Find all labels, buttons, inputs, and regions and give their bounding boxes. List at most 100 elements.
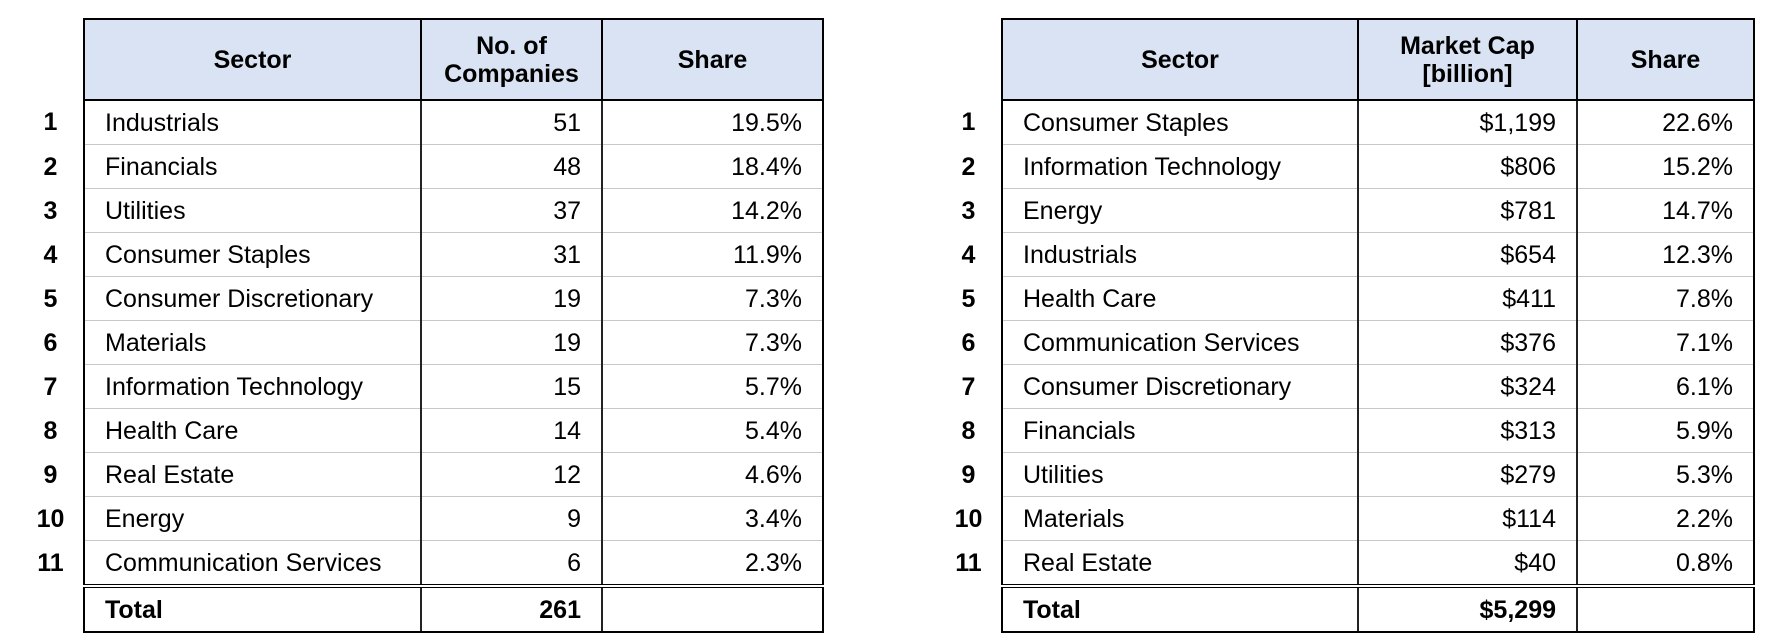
rank-cell: 2 — [961, 152, 976, 181]
header-cell: Share — [1576, 18, 1755, 101]
value-cell: $324 — [1357, 364, 1578, 409]
header-cell: Share — [601, 18, 824, 101]
value-cell: $114 — [1357, 496, 1578, 541]
value-cell: $1,199 — [1357, 99, 1578, 145]
share-cell: 11.9% — [601, 232, 824, 277]
data-row: 2 Financials 48 18.4% — [18, 144, 824, 189]
rank-cell: 11 — [37, 549, 64, 578]
share-cell: 22.6% — [1576, 99, 1755, 145]
sector-cell: Consumer Discretionary — [83, 276, 422, 321]
sector-cell: Materials — [83, 320, 422, 365]
value-cell: $279 — [1357, 452, 1578, 497]
header-cell: Sector — [83, 18, 422, 101]
data-row: 6 Communication Services $376 7.1% — [936, 320, 1755, 365]
value-cell: $411 — [1357, 276, 1578, 321]
value-cell: $654 — [1357, 232, 1578, 277]
sector-cell: Communication Services — [83, 540, 422, 586]
share-cell: 4.6% — [601, 452, 824, 497]
share-cell: 19.5% — [601, 99, 824, 145]
value-cell: 9 — [420, 496, 603, 541]
share-cell: 18.4% — [601, 144, 824, 189]
rank-cell: 2 — [43, 152, 58, 181]
share-cell: 2.2% — [1576, 496, 1755, 541]
share-cell: 12.3% — [1576, 232, 1755, 277]
share-cell: 3.4% — [601, 496, 824, 541]
rank-cell: 3 — [961, 196, 976, 225]
header-cell: Sector — [1001, 18, 1359, 101]
rank-cell: 9 — [43, 460, 58, 489]
header-row: Sector No. of Companies Share — [18, 18, 824, 101]
header-row: Sector Market Cap [billion] Share — [936, 18, 1755, 101]
data-row: 4 Consumer Staples 31 11.9% — [18, 232, 824, 277]
sector-cell: Financials — [83, 144, 422, 189]
rank-cell: 5 — [961, 284, 976, 313]
sector-cell: Health Care — [83, 408, 422, 453]
total-label: Total — [1001, 584, 1359, 633]
rank-cell: 4 — [43, 240, 58, 269]
sector-cell: Utilities — [1001, 452, 1359, 497]
share-cell: 2.3% — [601, 540, 824, 586]
data-row: 5 Health Care $411 7.8% — [936, 276, 1755, 321]
value-cell: 19 — [420, 276, 603, 321]
rank-cell: 7 — [43, 372, 58, 401]
blank-cell — [18, 19, 84, 100]
total-row: Total $5,299 — [936, 584, 1755, 633]
data-row: 6 Materials 19 7.3% — [18, 320, 824, 365]
value-cell: $40 — [1357, 540, 1578, 586]
share-cell: 7.1% — [1576, 320, 1755, 365]
sector-cell: Industrials — [1001, 232, 1359, 277]
sector-cell: Communication Services — [1001, 320, 1359, 365]
rank-cell: 8 — [43, 416, 58, 445]
value-cell: $313 — [1357, 408, 1578, 453]
data-row: 4 Industrials $654 12.3% — [936, 232, 1755, 277]
share-cell: 5.7% — [601, 364, 824, 409]
data-row: 9 Utilities $279 5.3% — [936, 452, 1755, 497]
value-cell: 19 — [420, 320, 603, 365]
share-cell: 14.2% — [601, 188, 824, 233]
data-row: 10 Materials $114 2.2% — [936, 496, 1755, 541]
sector-cell: Materials — [1001, 496, 1359, 541]
data-row: 1 Industrials 51 19.5% — [18, 99, 824, 145]
share-cell: 7.3% — [601, 276, 824, 321]
value-cell: 14 — [420, 408, 603, 453]
sector-cell: Industrials — [83, 99, 422, 145]
total-share — [601, 584, 824, 633]
share-cell: 15.2% — [1576, 144, 1755, 189]
rank-cell: 1 — [961, 108, 976, 137]
data-row: 9 Real Estate 12 4.6% — [18, 452, 824, 497]
sector-cell: Information Technology — [1001, 144, 1359, 189]
value-cell: 15 — [420, 364, 603, 409]
sector-cell: Consumer Staples — [1001, 99, 1359, 145]
share-cell: 14.7% — [1576, 188, 1755, 233]
share-cell: 6.1% — [1576, 364, 1755, 409]
total-value: 261 — [420, 584, 603, 633]
rank-cell: 6 — [43, 328, 58, 357]
value-cell: 12 — [420, 452, 603, 497]
data-row: 3 Energy $781 14.7% — [936, 188, 1755, 233]
header-cell: Market Cap [billion] — [1357, 18, 1578, 101]
value-cell: 37 — [420, 188, 603, 233]
rank-cell: 10 — [954, 504, 983, 533]
share-cell: 5.9% — [1576, 408, 1755, 453]
value-cell: 48 — [420, 144, 603, 189]
data-row: 11 Communication Services 6 2.3% — [18, 540, 824, 586]
total-row: Total 261 — [18, 584, 824, 633]
rank-cell — [936, 586, 1002, 632]
value-cell: $806 — [1357, 144, 1578, 189]
rank-cell: 1 — [43, 108, 58, 137]
value-cell: $376 — [1357, 320, 1578, 365]
sector-cell: Consumer Discretionary — [1001, 364, 1359, 409]
data-row: 3 Utilities 37 14.2% — [18, 188, 824, 233]
sector-cell: Information Technology — [83, 364, 422, 409]
sector-cell: Financials — [1001, 408, 1359, 453]
rank-cell: 10 — [36, 504, 65, 533]
sector-cell: Real Estate — [83, 452, 422, 497]
data-row: 7 Information Technology 15 5.7% — [18, 364, 824, 409]
rank-cell: 5 — [43, 284, 58, 313]
data-row: 7 Consumer Discretionary $324 6.1% — [936, 364, 1755, 409]
data-row: 8 Financials $313 5.9% — [936, 408, 1755, 453]
sector-count-table: Sector No. of Companies Share 1 Industrials 5… — [18, 18, 824, 633]
total-value: $5,299 — [1357, 584, 1578, 633]
header-cell: No. of Companies — [420, 18, 603, 101]
